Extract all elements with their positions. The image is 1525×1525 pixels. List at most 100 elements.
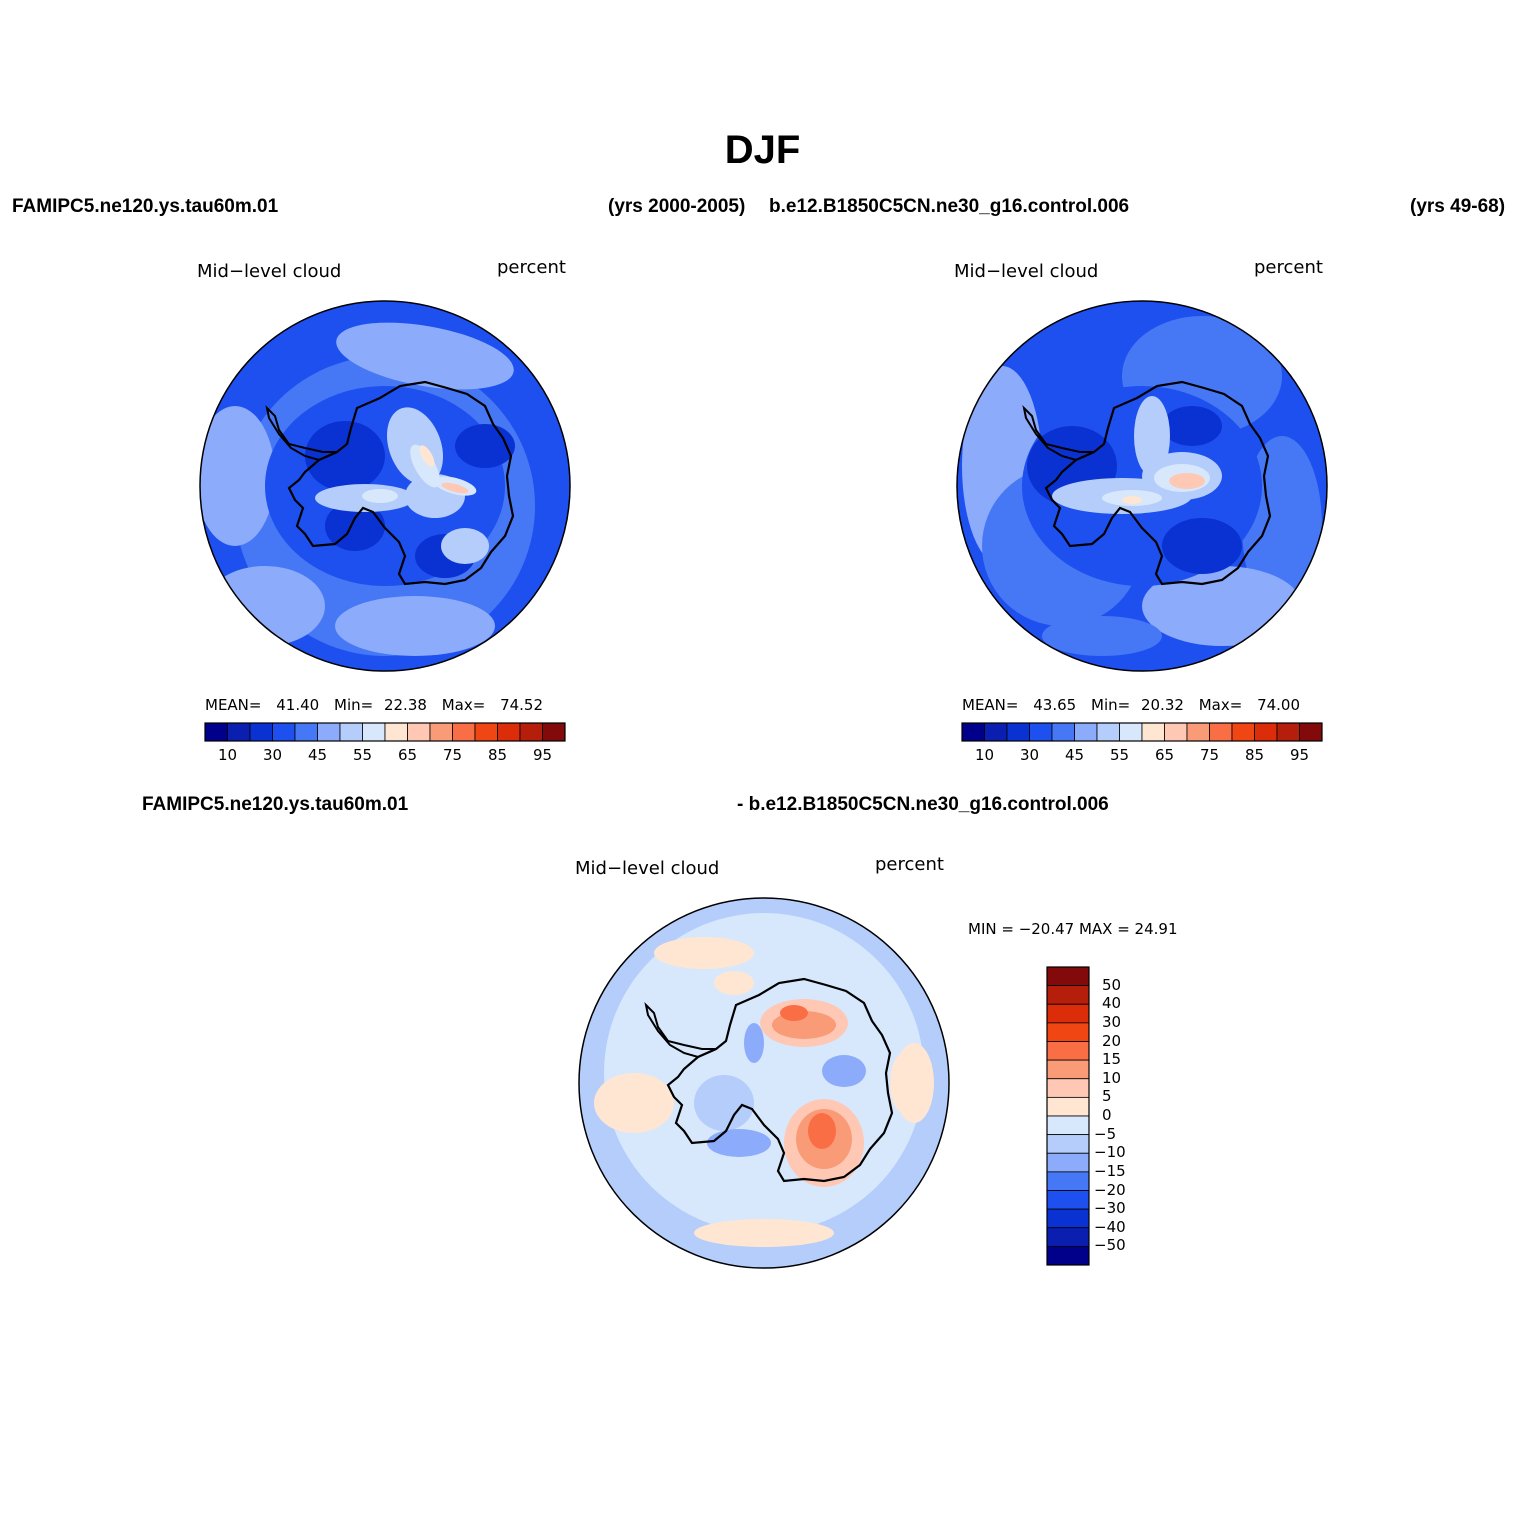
colorbar-swatch <box>1046 1227 1090 1247</box>
colorbar-tick-label: 10 <box>974 746 995 764</box>
colorbar-swatch <box>1119 722 1143 742</box>
colorbar-panel1-ticks: 10 30 45 55 65 75 85 95 <box>204 746 566 766</box>
colorbar-swatch <box>1046 1078 1090 1098</box>
colorbar-swatch <box>1231 722 1255 742</box>
field-contour <box>362 489 398 503</box>
field-contour <box>744 1023 764 1063</box>
colorbar-tick-label: 95 <box>1289 746 1310 764</box>
colorbar-swatch <box>474 722 498 742</box>
colorbar-swatch <box>362 722 386 742</box>
diff-case-left-label: FAMIPC5.ne120.ys.tau60m.01 <box>142 794 409 815</box>
field-contour <box>694 1075 754 1131</box>
colorbar-swatch <box>542 722 566 742</box>
field-contour <box>305 421 385 491</box>
colorbar-swatch <box>294 722 318 742</box>
panel2-max: 74.00 <box>1257 696 1301 714</box>
field-contour <box>1122 496 1142 504</box>
field-contour <box>200 406 275 546</box>
colorbar-swatch <box>1046 985 1090 1005</box>
antarctic-peninsula <box>265 404 338 462</box>
field-contour <box>1242 436 1322 616</box>
colorbar-swatch <box>384 722 408 742</box>
panel1-stats: MEAN= 41.40 Min= 22.38 Max= 74.52 <box>205 696 543 714</box>
colorbar-panel1 <box>204 722 566 742</box>
panel2-max-label: Max= <box>1198 696 1243 714</box>
panel1-variable: Mid−level cloud <box>197 261 342 282</box>
map-panel-control <box>199 300 571 672</box>
panel3-units: percent <box>875 854 944 875</box>
field-contour <box>441 482 469 494</box>
colorbar-tick-label: −20 <box>1094 1180 1126 1199</box>
colorbar-swatch <box>519 722 543 742</box>
colorbar-tick-label: 20 <box>1102 1031 1122 1050</box>
antarctica-coastline <box>287 380 515 586</box>
colorbar-swatch <box>1046 1041 1090 1061</box>
colorbar-swatch <box>407 722 431 742</box>
colorbar-swatch <box>1051 722 1075 742</box>
colorbar-swatch <box>1046 966 1090 987</box>
panel1-units: percent <box>497 257 566 278</box>
colorbar-tick-label: 75 <box>442 746 463 764</box>
field-contour <box>441 528 489 564</box>
colorbar-tick-label: 15 <box>1102 1050 1122 1069</box>
colorbar-frame <box>204 722 566 742</box>
colorbar-swatch <box>1186 722 1210 742</box>
map-panel-difference <box>578 897 950 1269</box>
colorbar-swatch <box>1164 722 1188 742</box>
colorbar-tick-label: 85 <box>487 746 508 764</box>
antarctica-coastline <box>666 977 894 1183</box>
colorbar-tick-label: 85 <box>1244 746 1265 764</box>
panel1-max: 74.52 <box>500 696 544 714</box>
antarctica-coastline <box>1044 380 1272 586</box>
panel1-max-label: Max= <box>441 696 486 714</box>
colorbar-difference-ticks: 50 40 30 20 15 10 5 0 −5 −10 −15 −20 −30 −40 −50 <box>1094 966 1154 1266</box>
field-contour <box>335 596 495 656</box>
diff-case-right-label: - b.e12.B1850C5CN.ne30_g16.control.006 <box>737 794 1109 815</box>
colorbar-tick-label: 75 <box>1199 746 1220 764</box>
case-right-label: b.e12.B1850C5CN.ne30_g16.control.006 <box>769 196 1130 217</box>
colorbar-swatch <box>1276 722 1300 742</box>
colorbar-swatch <box>339 722 363 742</box>
panel2-mean-label: MEAN= <box>962 696 1019 714</box>
field-contour <box>822 1055 866 1087</box>
panel2-mean: 43.65 <box>1033 696 1077 714</box>
colorbar-swatch <box>1046 1208 1090 1229</box>
colorbar-tick-label: 0 <box>1102 1106 1112 1124</box>
colorbar-tick-label: 5 <box>1102 1087 1112 1106</box>
panel1-mean-label: MEAN= <box>205 696 262 714</box>
colorbar-swatch <box>317 722 341 742</box>
colorbar-tick-label: 45 <box>1064 746 1085 764</box>
field-contour <box>1162 518 1242 574</box>
colorbar-swatch <box>1046 1190 1090 1210</box>
field-contour <box>1042 616 1162 656</box>
colorbar-panel2-ticks: 10 30 45 55 65 75 85 95 <box>961 746 1323 766</box>
colorbar-swatch <box>1046 1171 1090 1191</box>
colorbar-swatch <box>272 722 296 742</box>
colorbar-swatch <box>1046 1134 1090 1154</box>
antarctic-peninsula <box>1022 404 1095 462</box>
colorbar-swatch <box>452 722 476 742</box>
panel2-units: percent <box>1254 257 1323 278</box>
colorbar-swatch <box>1046 1245 1090 1266</box>
field-contour <box>419 445 435 467</box>
field-contour <box>1169 473 1205 489</box>
colorbar-tick-label: 40 <box>1102 994 1122 1013</box>
colorbar-swatch <box>1029 722 1053 742</box>
colorbar-swatch <box>1046 1003 1090 1024</box>
field-contour <box>808 1113 836 1149</box>
panel1-min-label: Min= <box>334 696 374 714</box>
colorbar-swatch <box>961 722 985 742</box>
colorbar-tick-label: 55 <box>352 746 373 764</box>
colorbar-tick-label: 50 <box>1102 975 1122 994</box>
colorbar-swatch <box>1209 722 1233 742</box>
panel3-variable: Mid−level cloud <box>575 858 720 879</box>
field-contour <box>707 1129 771 1157</box>
panel1-min: 22.38 <box>383 696 427 714</box>
colorbar-swatch <box>1299 722 1323 742</box>
panel1-mean: 41.40 <box>276 696 320 714</box>
colorbar-swatch <box>1074 722 1098 742</box>
colorbar-tick-label: 65 <box>1154 746 1175 764</box>
colorbar-tick-label: −10 <box>1094 1143 1126 1162</box>
colorbar-tick-label: −30 <box>1094 1199 1126 1218</box>
field-contour <box>1162 406 1222 446</box>
